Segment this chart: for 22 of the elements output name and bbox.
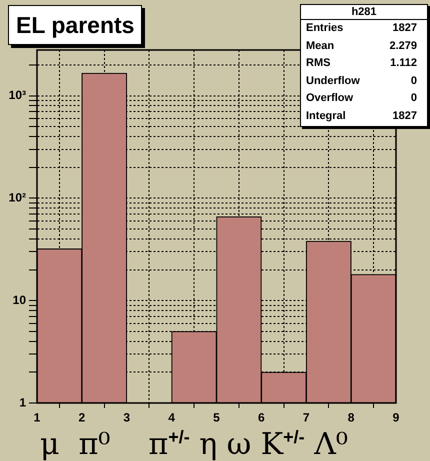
x-axis-title: μ π⁰ π$^{+/-}$ η ω K$^{+/-}$ Λ⁰ — [40, 427, 348, 461]
x-tick-label: 4 — [168, 410, 176, 425]
x-tick-label: 8 — [348, 410, 355, 425]
y-tick-label: 10 — [12, 292, 26, 307]
x-tick-label: 6 — [258, 410, 266, 425]
y-tick-label: 1 — [19, 395, 26, 410]
x-tick-label: 7 — [302, 410, 310, 425]
x-tick-label: 9 — [392, 410, 400, 425]
x-tick-label: 2 — [78, 410, 86, 425]
text: Overflow 0 — [306, 92, 417, 104]
chart-title: EL parents — [8, 5, 142, 45]
y-tick-label: 10² — [8, 190, 26, 205]
y-tick-label: 10³ — [8, 88, 26, 102]
text: Integral 1827 — [306, 110, 417, 122]
text: RMS 1.112 — [306, 57, 417, 70]
text: Entries 1827 — [306, 22, 417, 34]
text: Underflow 0 — [306, 74, 417, 87]
text: h281 — [301, 5, 427, 20]
x-tick-label: 5 — [213, 410, 220, 425]
text: Mean 2.279 — [306, 40, 417, 52]
x-tick-label: 1 — [34, 410, 41, 425]
x-tick-label: 3 — [123, 410, 130, 425]
